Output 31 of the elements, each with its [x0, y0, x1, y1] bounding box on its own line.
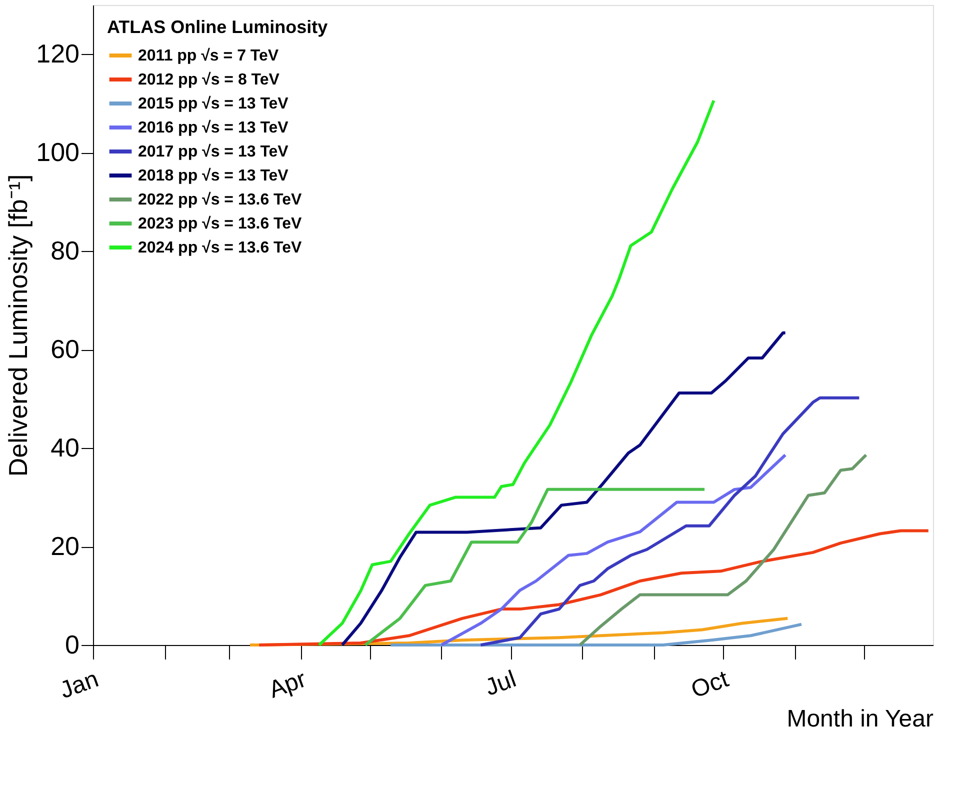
x-tick-label: Apr: [265, 666, 310, 704]
legend-label: 2011 pp √s = 7 TeV: [138, 48, 279, 64]
legend-label: 2015 pp √s = 13 TeV: [138, 96, 289, 112]
legend-label: 2018 pp √s = 13 TeV: [138, 168, 289, 184]
line-series: [440, 453, 787, 646]
y-tick-label: 20: [50, 531, 80, 562]
x-axis-title: Month in Year: [786, 705, 934, 732]
x-tick-label: Jan: [56, 666, 102, 704]
y-tick-label: 100: [36, 137, 80, 168]
line-series: [318, 99, 716, 646]
line-series: [578, 453, 868, 646]
line-series: [364, 488, 706, 646]
y-tick-label: 80: [50, 236, 80, 266]
legend-title: ATLAS Online Luminosity: [107, 17, 328, 37]
line-series: [389, 622, 803, 646]
legend-label: 2024 pp √s = 13.6 TeV: [138, 240, 302, 256]
line-series: [258, 529, 930, 646]
legend-label: 2016 pp √s = 13 TeV: [138, 120, 289, 136]
y-tick-label: 0: [65, 630, 80, 660]
y-axis-title: Delivered Luminosity [fb⁻¹]: [3, 174, 34, 477]
legend-label: 2023 pp √s = 13.6 TeV: [138, 216, 302, 232]
legend-label: 2017 pp √s = 13 TeV: [138, 144, 289, 160]
line-series: [479, 396, 861, 646]
x-tick-label: Jul: [482, 666, 520, 702]
line-series: [340, 331, 787, 646]
y-tick-label: 120: [36, 38, 80, 69]
y-tick-label: 40: [50, 432, 80, 463]
legend-label: 2012 pp √s = 8 TeV: [138, 72, 280, 88]
y-tick-label: 60: [50, 334, 80, 364]
legend-label: 2022 pp √s = 13.6 TeV: [138, 192, 302, 208]
x-tick-label: Oct: [688, 666, 732, 704]
